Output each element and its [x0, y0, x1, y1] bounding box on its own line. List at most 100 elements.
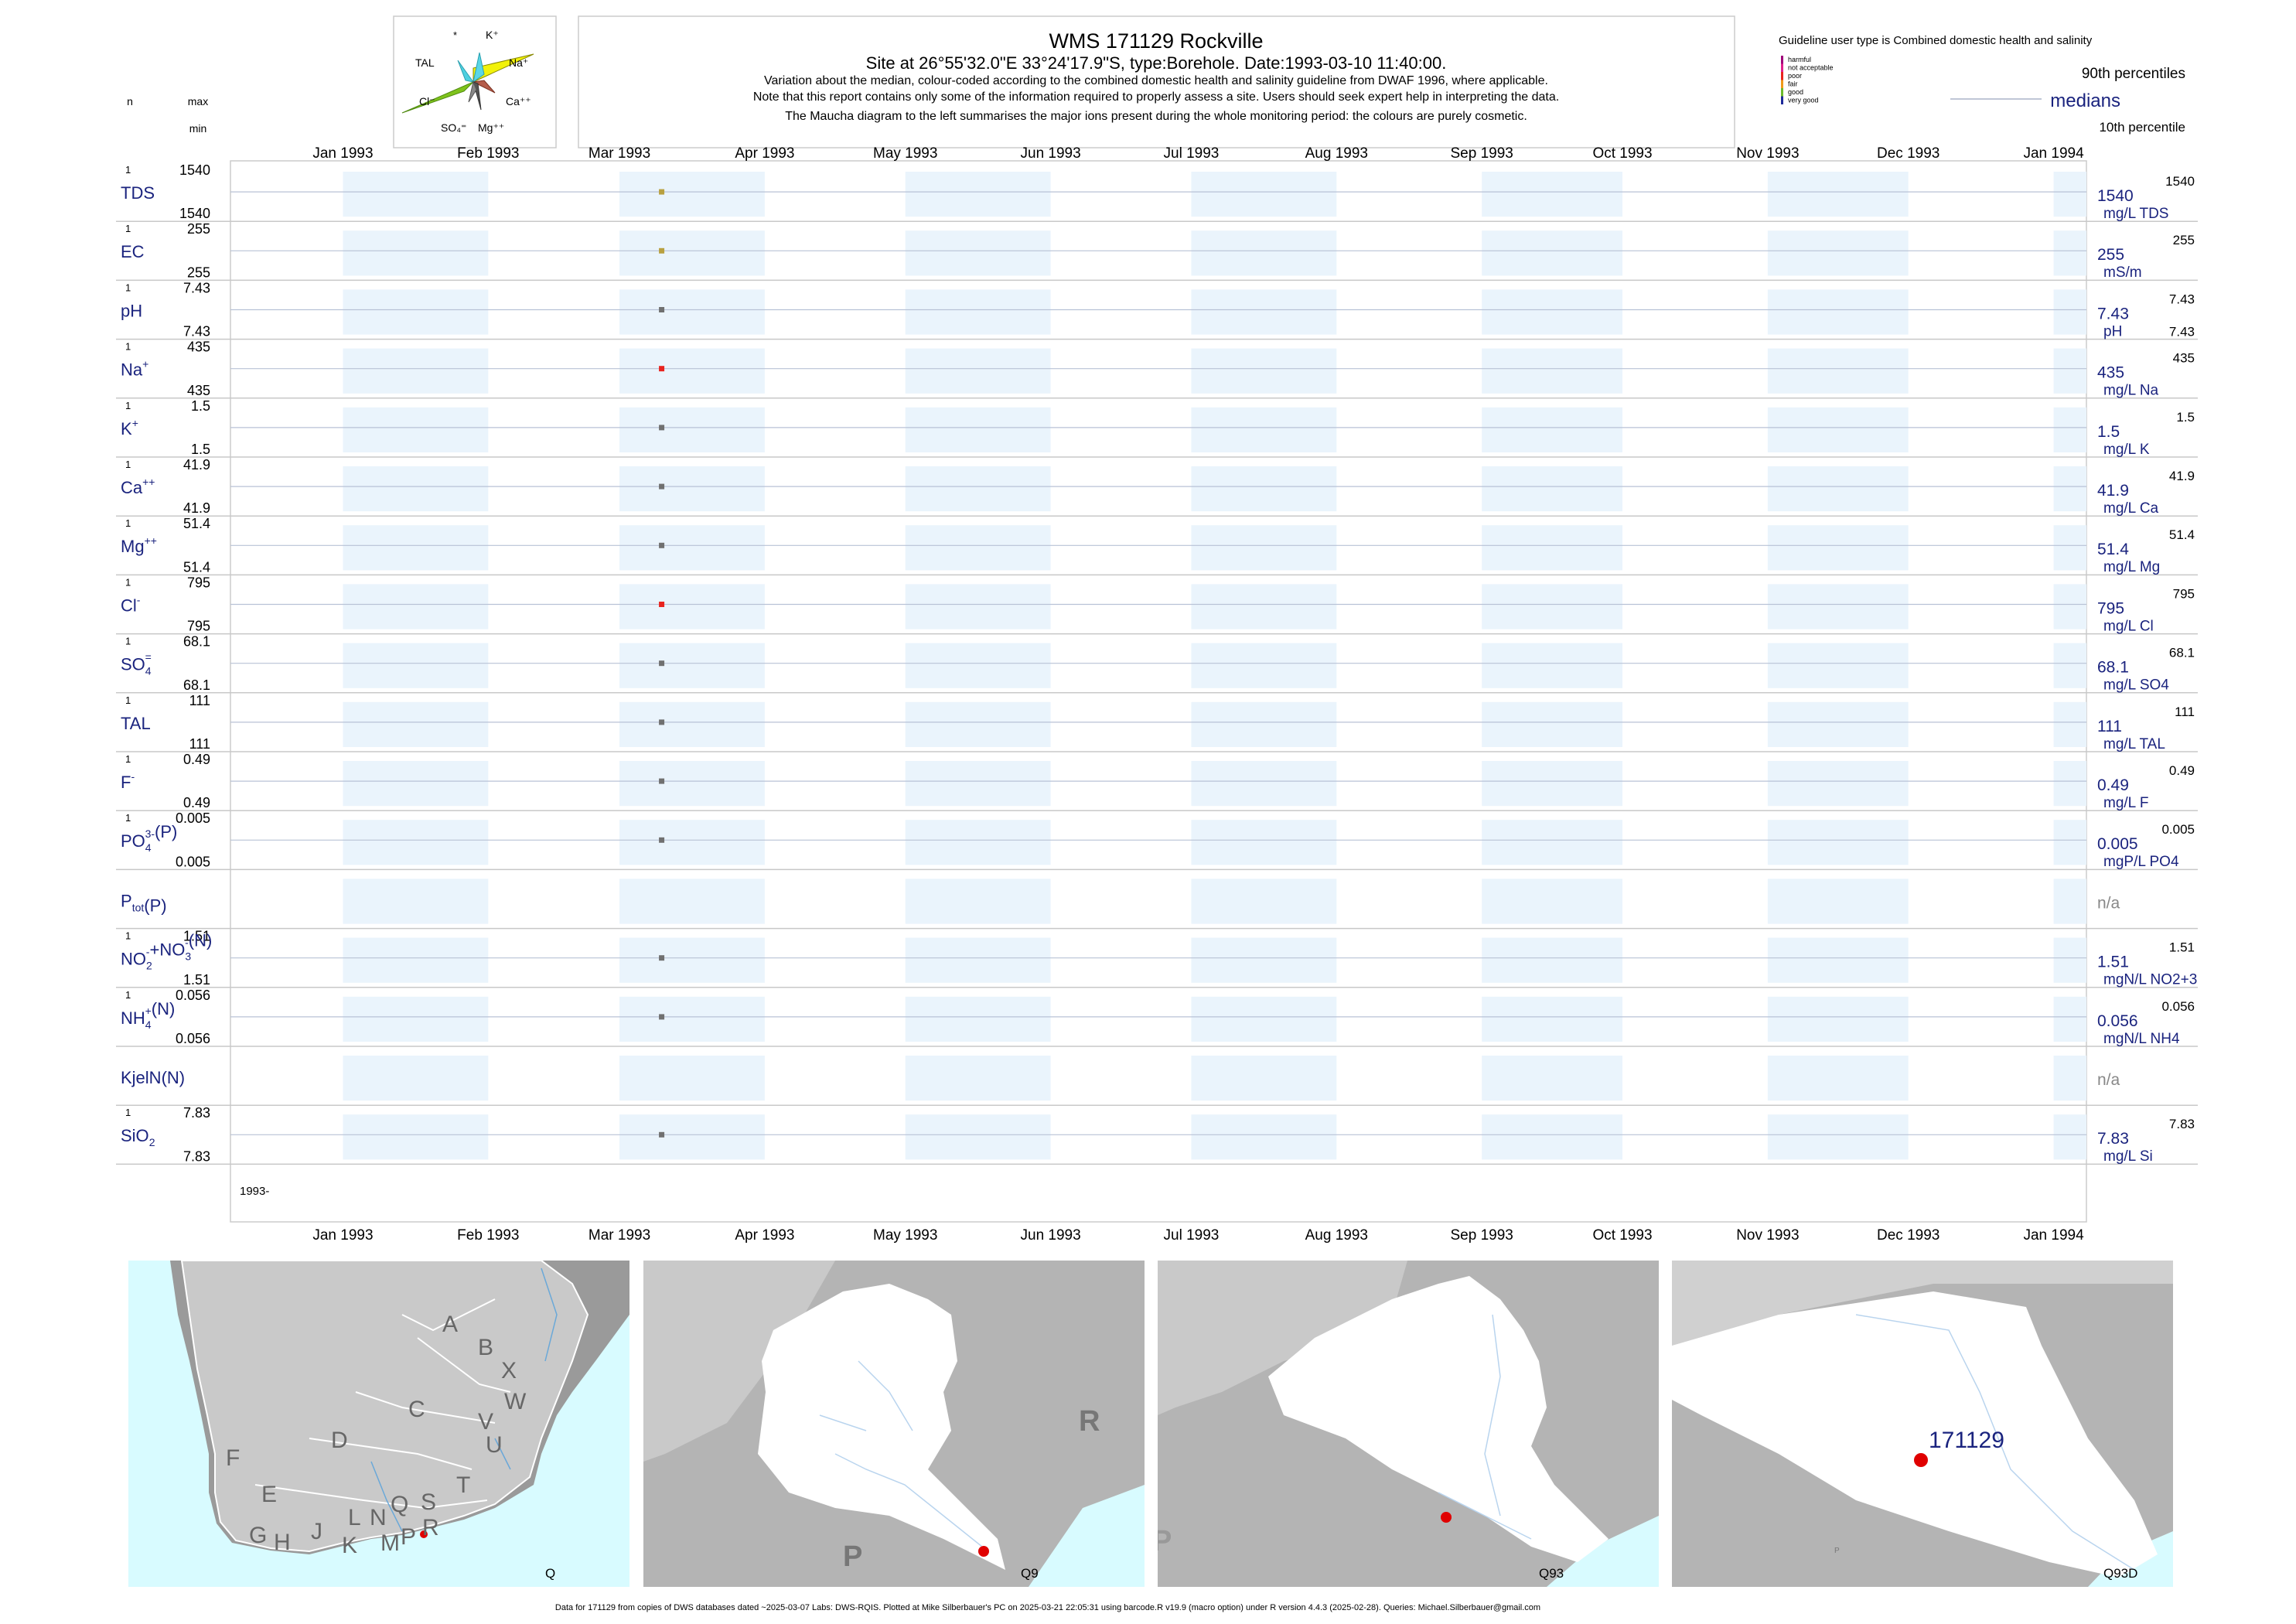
legend-medians: medians: [2050, 90, 2120, 111]
month-band: [343, 172, 489, 217]
month-band: [2053, 879, 2086, 924]
month-band: [1482, 937, 1622, 983]
month-band: [619, 1114, 765, 1160]
map2-label-r: R: [1079, 1405, 1100, 1438]
month-band: [2053, 820, 2086, 865]
page-subtitle: Site at 26°55'32.0"E 33°24'17.9"S, type:…: [866, 53, 1447, 73]
map4-neighbour: [1672, 1261, 2173, 1346]
x-tick-label-top: Sep 1993: [1451, 145, 1513, 162]
parameter-label: KjelN(N): [121, 1068, 185, 1087]
map1-region-label: J: [311, 1519, 322, 1544]
month-band: [619, 996, 765, 1042]
panel-n: 1: [125, 400, 131, 411]
sample-point: [659, 837, 665, 843]
x-tick-label-top: Dec 1993: [1877, 145, 1939, 162]
map2-rivers: [819, 1360, 983, 1547]
map2-site-marker: [978, 1546, 989, 1557]
month-band: [343, 761, 489, 807]
month-band: [1482, 289, 1622, 335]
panel-n: 1: [125, 164, 131, 176]
right-max: 0.49: [2169, 763, 2195, 778]
sample-point: [659, 660, 665, 667]
maucha-label-star: *: [453, 29, 457, 41]
x-tick-label-bottom: Jun 1993: [1021, 1227, 1081, 1244]
right-value: 7.43: [2097, 305, 2129, 322]
guideline-legend: Guideline user type is Combined domestic…: [1779, 34, 2185, 135]
map1-region-label: K: [342, 1533, 357, 1558]
parameter-label: TAL: [121, 714, 151, 733]
right-value: 0.49: [2097, 776, 2129, 794]
month-band: [619, 584, 765, 629]
month-band: [1767, 1056, 1909, 1101]
month-band: [619, 466, 765, 512]
month-band: [1767, 289, 1909, 335]
map4-caption: Q93D: [2103, 1566, 2137, 1581]
right-value: 68.1: [2097, 659, 2129, 677]
right-unit: mS/m: [2103, 264, 2142, 281]
right-unit: mgN/L NO2+3: [2103, 972, 2197, 988]
map4-catchment: [1672, 1291, 2158, 1578]
x-tick-label-bottom: Aug 1993: [1305, 1227, 1368, 1244]
panel-grid: [116, 220, 2198, 1165]
month-band: [2053, 407, 2086, 452]
month-band: [1767, 996, 1909, 1042]
month-band: [1191, 466, 1337, 512]
map1-region-label: L: [348, 1505, 361, 1530]
month-band: [2053, 466, 2086, 512]
month-band: [1767, 525, 1909, 571]
right-max: 1.51: [2169, 940, 2195, 955]
map1-region-label: V: [478, 1409, 493, 1435]
col-n-header: n: [127, 95, 133, 107]
month-band: [2053, 289, 2086, 335]
sample-point: [659, 955, 665, 961]
month-band: [1482, 879, 1622, 924]
col-max-header: max: [188, 95, 208, 107]
right-value: 51.4: [2097, 541, 2129, 558]
note-line-1: Variation about the median, colour-coded…: [764, 74, 1548, 87]
sample-point: [659, 778, 665, 784]
map1-region-label: G: [249, 1523, 267, 1548]
month-band: [343, 996, 489, 1042]
parameter-label: Cl-: [121, 593, 141, 615]
right-max: 68.1: [2169, 646, 2195, 660]
month-band: [619, 1056, 765, 1101]
map1-region-label: B: [478, 1335, 493, 1360]
month-band: [1482, 820, 1622, 865]
panel-min: 0.49: [183, 795, 210, 810]
panel-min: 1540: [179, 206, 210, 221]
x-tick-label-top: Apr 1993: [735, 145, 794, 162]
month-band: [905, 820, 1051, 865]
x-tick-label-top: Jan 1993: [312, 145, 373, 162]
map3-caption: Q93: [1539, 1566, 1564, 1581]
panel-max: 0.056: [176, 988, 210, 1003]
maucha-label-na: Na⁺: [509, 56, 528, 69]
panel-min: 68.1: [183, 677, 210, 693]
right-value: 1.51: [2097, 954, 2129, 971]
month-band: [1191, 996, 1337, 1042]
panel-max: 111: [189, 693, 210, 708]
month-band: [1482, 230, 1622, 276]
month-band: [619, 289, 765, 335]
month-band: [619, 643, 765, 688]
bottom-year-label: 1993-: [240, 1185, 269, 1198]
month-band: [1767, 879, 1909, 924]
map1-region-label: W: [504, 1389, 527, 1414]
month-band: [343, 407, 489, 452]
map2-ocean: [1029, 1485, 1145, 1587]
map3-catchment: [1268, 1276, 1609, 1562]
right-unit: mg/L TAL: [2103, 736, 2165, 752]
panel-min: 7.43: [183, 324, 210, 339]
maucha-label-k: K⁺: [486, 29, 499, 41]
maucha-sector-na: [473, 53, 534, 83]
right-value: n/a: [2097, 894, 2120, 912]
map1-region-label: C: [408, 1397, 425, 1422]
legend-p10: 10th percentile: [2099, 120, 2185, 135]
maucha-label-tal: TAL: [415, 56, 435, 69]
month-band: [619, 701, 765, 747]
